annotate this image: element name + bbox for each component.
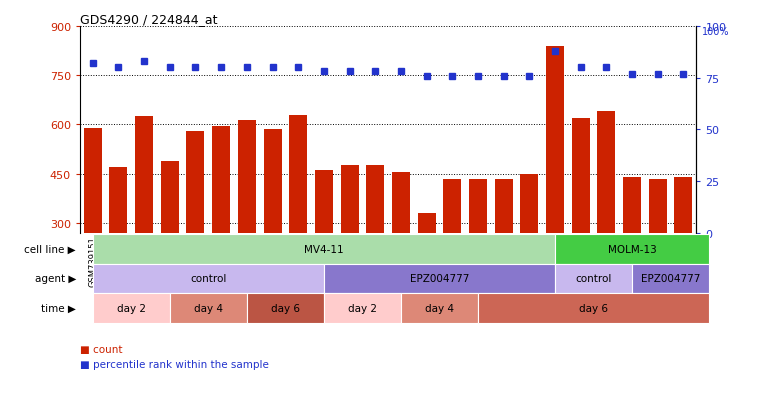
Text: EPZ004777: EPZ004777 (409, 274, 470, 284)
Text: agent ▶: agent ▶ (35, 274, 76, 284)
Text: day 6: day 6 (271, 304, 300, 313)
Text: day 4: day 4 (425, 304, 454, 313)
Text: ■ percentile rank within the sample: ■ percentile rank within the sample (80, 359, 269, 369)
Text: day 2: day 2 (116, 304, 146, 313)
Text: day 2: day 2 (348, 304, 377, 313)
Text: MV4-11: MV4-11 (304, 244, 344, 254)
Text: day 6: day 6 (579, 304, 608, 313)
Bar (546, 47, 564, 322)
Bar (495, 179, 513, 322)
Bar (84, 128, 102, 322)
Bar (392, 173, 410, 322)
Text: control: control (575, 274, 612, 284)
Bar (469, 179, 487, 322)
Bar (341, 165, 358, 322)
Bar (572, 119, 590, 322)
Bar (366, 165, 384, 322)
Text: cell line ▶: cell line ▶ (24, 244, 76, 254)
Bar (135, 117, 153, 322)
Bar (674, 178, 693, 322)
Text: time ▶: time ▶ (41, 304, 76, 313)
Text: EPZ004777: EPZ004777 (641, 274, 700, 284)
Bar (186, 132, 205, 322)
Bar (649, 179, 667, 322)
Bar (263, 130, 282, 322)
Bar (289, 115, 307, 322)
Text: GDS4290 / 224844_at: GDS4290 / 224844_at (80, 13, 218, 26)
Bar (444, 179, 461, 322)
Bar (161, 161, 179, 322)
Bar (110, 168, 127, 322)
Text: 100%: 100% (702, 27, 729, 37)
Bar (418, 214, 435, 322)
Bar (597, 112, 616, 322)
Text: MOLM-13: MOLM-13 (608, 244, 657, 254)
Bar (212, 127, 230, 322)
Text: ■ count: ■ count (80, 344, 123, 354)
Text: control: control (190, 274, 227, 284)
Bar (623, 178, 641, 322)
Bar (521, 174, 538, 322)
Bar (238, 120, 256, 322)
Bar (315, 171, 333, 322)
Text: day 4: day 4 (194, 304, 223, 313)
